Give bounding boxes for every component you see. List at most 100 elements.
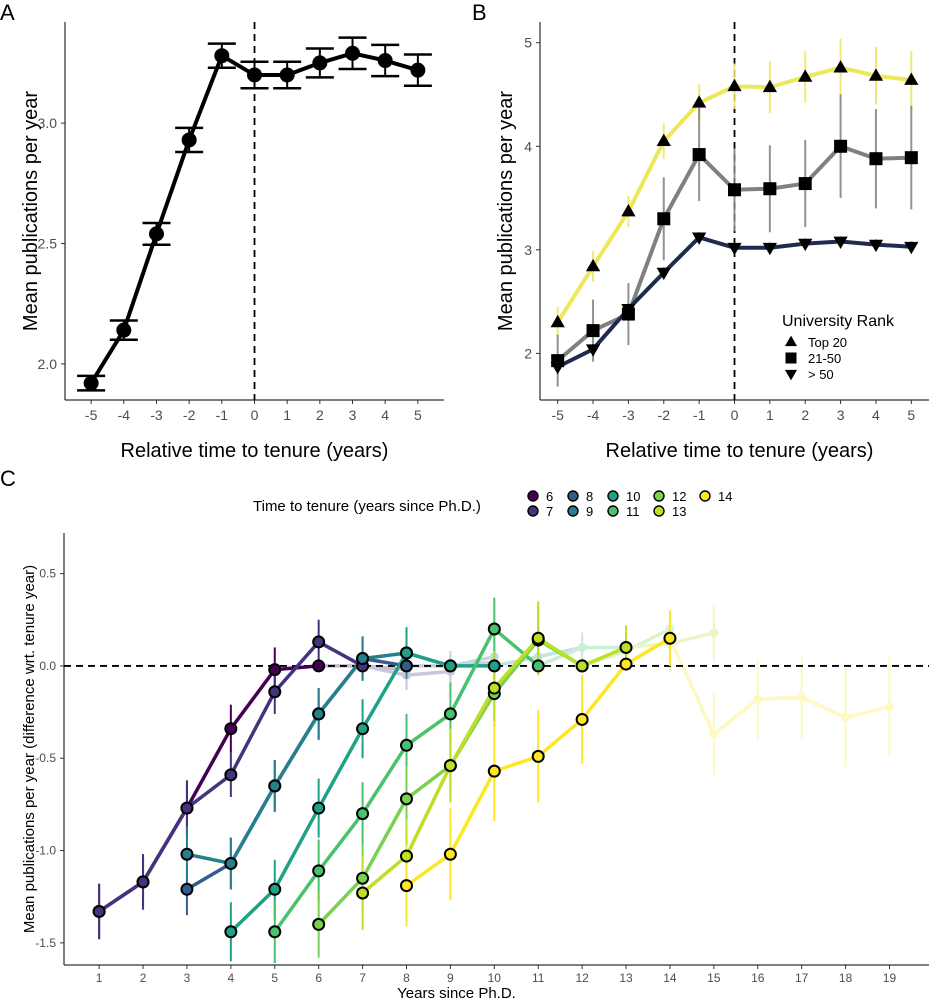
data-point (399, 849, 413, 863)
data-point (312, 917, 326, 931)
legend-label: 10 (626, 489, 640, 504)
data-point (691, 95, 707, 108)
legend-marker (699, 490, 711, 502)
legend-marker (653, 490, 665, 502)
x-tick-label: 1 (96, 971, 103, 985)
y-tick-label: 0.5 (39, 567, 56, 581)
x-tick-label: 6 (315, 971, 322, 985)
x-tick-label: 18 (839, 971, 853, 985)
y-tick-label: 2.5 (38, 236, 58, 252)
data-point (224, 722, 238, 736)
data-point (586, 324, 600, 338)
data-point (181, 132, 197, 148)
data-point (356, 807, 370, 821)
data-point (798, 238, 813, 252)
data-point (312, 707, 326, 721)
data-point (531, 659, 545, 673)
x-tick-label: 17 (795, 971, 809, 985)
x-tick-label: 2 (140, 971, 147, 985)
legend-marker (567, 505, 579, 517)
data-point (377, 53, 393, 69)
data-point (656, 133, 671, 146)
x-tick-label: 0 (731, 407, 739, 423)
panel-label-b: B (472, 0, 487, 25)
data-point (833, 60, 848, 73)
data-point (136, 875, 150, 889)
data-point (487, 659, 501, 673)
legend-label: 11 (626, 504, 640, 519)
data-point (904, 151, 918, 165)
data-point (550, 361, 565, 375)
data-point-faded (709, 628, 719, 638)
x-tick-label: 4 (872, 407, 880, 423)
x-tick-label: 1 (283, 407, 291, 423)
x-tick-label: 12 (575, 971, 589, 985)
x-tick-label: -4 (587, 407, 600, 423)
data-point (92, 904, 106, 918)
x-tick-label: 2 (801, 407, 809, 423)
legend-label: 21-50 (808, 351, 841, 366)
legend-label: 9 (586, 504, 593, 519)
legend-label: Top 20 (808, 335, 847, 350)
data-point (487, 622, 501, 636)
panel-label-c: C (0, 466, 16, 491)
data-point (443, 659, 457, 673)
data-point (268, 925, 282, 939)
x-tick-label: 11 (532, 971, 545, 985)
data-point (550, 314, 565, 328)
x-tick-label: 19 (883, 971, 897, 985)
data-point (224, 768, 238, 782)
legend-marker (527, 490, 539, 502)
data-point (116, 322, 132, 338)
x-tick-label: -5 (551, 407, 564, 423)
series-tail-14 (668, 637, 890, 737)
x-tick-label: -1 (693, 407, 706, 423)
data-point (575, 712, 589, 726)
x-tick-label: 14 (663, 971, 677, 985)
legend-label: 14 (718, 489, 732, 504)
y-tick-label: -1.5 (35, 936, 56, 950)
data-point (312, 801, 326, 815)
data-point (798, 177, 812, 191)
legend-label: 12 (672, 489, 686, 504)
legend-marker (784, 369, 798, 381)
data-point (727, 242, 742, 256)
data-point (312, 659, 326, 673)
data-point (399, 659, 413, 673)
data-point (619, 640, 633, 654)
data-point (180, 847, 194, 861)
legend-label: > 50 (808, 367, 834, 382)
legend-marker (567, 490, 579, 502)
data-point (356, 652, 370, 666)
data-point (399, 738, 413, 752)
data-point-faded (753, 694, 763, 704)
data-point (487, 764, 501, 778)
data-point (763, 182, 777, 196)
y-tick-label: 3 (524, 242, 532, 258)
data-point (762, 79, 778, 93)
data-point (224, 925, 238, 939)
data-point (619, 657, 633, 671)
data-point (356, 722, 370, 736)
x-tick-label: 16 (751, 971, 765, 985)
panel-a: A 2.0 2.5 3.0 -5 -4 -3 -2 -1 0 1 2 3 4 5 Relative time … (0, 0, 444, 462)
legend-title: University Rank (782, 313, 895, 330)
data-point (180, 882, 194, 896)
data-point (798, 69, 813, 82)
data-point (345, 45, 361, 61)
data-point (531, 749, 545, 763)
data-point (663, 631, 677, 645)
y-tick-label: -1.0 (35, 844, 56, 858)
data-point (728, 183, 741, 197)
data-point-faded (709, 729, 719, 739)
x-tick-label: 4 (381, 407, 389, 423)
data-point-faded (577, 642, 587, 652)
x-tick-label: -4 (118, 407, 131, 423)
data-point (83, 375, 99, 391)
data-point (621, 204, 636, 217)
data-point (585, 344, 601, 357)
x-axis-label: Relative time to tenure (years) (606, 440, 874, 462)
legend-label: 13 (672, 504, 686, 519)
data-point (268, 779, 282, 793)
data-point (443, 707, 457, 721)
